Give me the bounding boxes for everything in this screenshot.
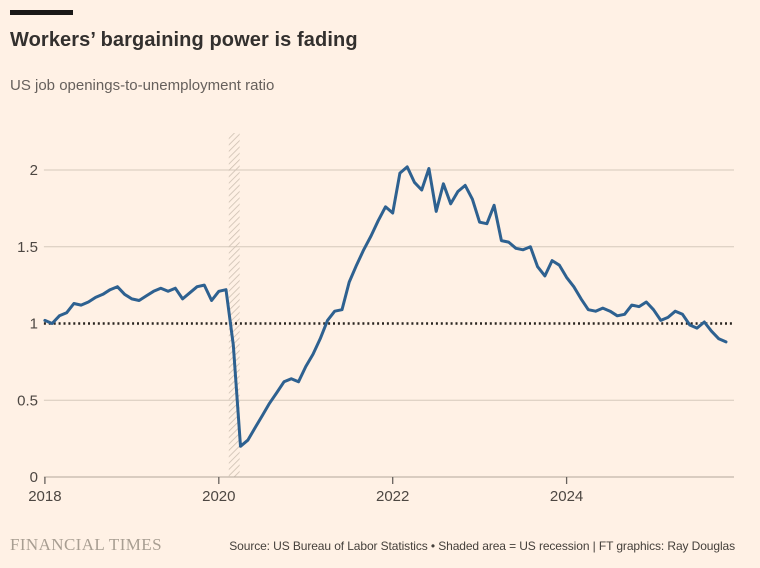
x-tick-label: 2024 [550, 488, 583, 505]
line-chart: 0 0.5 1 1.5 2 2018 2020 2022 2024 [0, 125, 760, 517]
y-tick-label: 2 [30, 162, 38, 179]
source-note: Source: US Bureau of Labor Statistics • … [229, 539, 735, 553]
chart-svg: 0 0.5 1 1.5 2 2018 2020 2022 2024 [17, 133, 734, 505]
y-tick-label: 0 [30, 469, 38, 486]
chart-subtitle: US job openings-to-unemployment ratio [10, 77, 275, 94]
x-tick-label: 2022 [376, 488, 409, 505]
ft-top-bar [10, 10, 73, 15]
y-tick-label: 1.5 [17, 239, 38, 256]
y-tick-label: 0.5 [17, 392, 38, 409]
recession-band [228, 133, 240, 477]
y-tick-label: 1 [30, 316, 38, 333]
ft-logo: FINANCIAL TIMES [10, 535, 162, 554]
ratio-line [43, 165, 728, 448]
x-tick-label: 2020 [202, 488, 235, 505]
x-tick-label: 2018 [28, 488, 61, 505]
page-title: Workers’ bargaining power is fading [10, 29, 358, 51]
